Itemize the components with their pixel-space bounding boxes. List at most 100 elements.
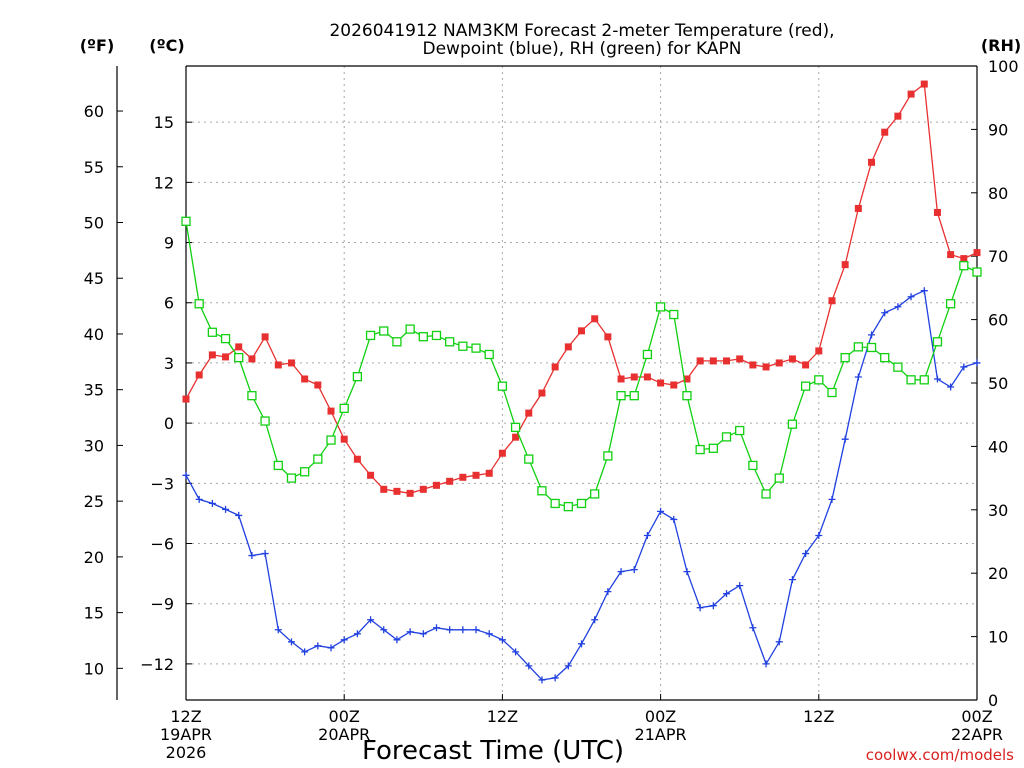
data-point (960, 363, 968, 371)
series-rh (181, 216, 982, 512)
data-point (498, 636, 506, 644)
data-point (828, 495, 836, 503)
fahrenheit-tick-label: 60 (84, 102, 104, 121)
fahrenheit-tick-label: 10 (84, 659, 104, 678)
data-point (893, 362, 903, 372)
data-point (696, 357, 704, 365)
data-point (380, 626, 388, 634)
data-point (380, 485, 388, 493)
data-point (182, 471, 190, 479)
data-point (313, 454, 323, 464)
fahrenheit-tick-label: 35 (84, 381, 104, 400)
data-point (379, 326, 389, 336)
data-point (920, 287, 928, 295)
data-point (393, 636, 401, 644)
data-point (670, 381, 678, 389)
x-tick-label: 00Z (961, 707, 992, 726)
data-point (274, 361, 282, 369)
data-point (657, 507, 665, 515)
data-point (248, 552, 256, 560)
fahrenheit-unit-label: (ºF) (80, 36, 115, 55)
data-point (512, 648, 520, 656)
x-tick-label: 2026 (166, 743, 207, 762)
data-point (419, 630, 427, 638)
data-point (815, 347, 823, 355)
data-point (947, 383, 955, 391)
data-point (959, 261, 969, 271)
data-point (301, 375, 309, 383)
data-point (393, 487, 401, 495)
data-point (762, 363, 770, 371)
data-series (181, 80, 982, 684)
data-point (683, 375, 691, 383)
data-point (853, 342, 863, 352)
data-point (353, 630, 361, 638)
data-point (748, 460, 758, 471)
data-point (208, 499, 216, 507)
data-point (749, 361, 757, 369)
x-tick-label: 12Z (487, 707, 518, 726)
data-point (920, 80, 928, 88)
data-point (762, 660, 770, 668)
data-point (630, 566, 638, 574)
fahrenheit-tick-label: 25 (84, 492, 104, 511)
data-point (472, 471, 480, 479)
data-point (327, 644, 335, 652)
celsius-tick-label: −6 (150, 535, 174, 554)
data-point (551, 674, 559, 682)
data-point (406, 489, 414, 497)
data-point (657, 379, 665, 387)
rh-tick-label: 20 (988, 564, 1008, 583)
data-point (327, 407, 335, 415)
data-point (945, 299, 956, 309)
data-point (484, 349, 494, 360)
data-point (788, 355, 796, 363)
data-point (352, 372, 363, 382)
data-point (248, 355, 256, 363)
data-point (340, 636, 348, 644)
data-point (669, 309, 679, 320)
data-point (235, 343, 243, 351)
data-point (604, 588, 612, 596)
data-point (880, 352, 890, 363)
data-point (208, 351, 216, 359)
data-point (299, 467, 310, 477)
rh-tick-label: 10 (988, 628, 1008, 647)
data-point (194, 299, 204, 309)
data-point (919, 375, 929, 385)
x-tick-label: 00Z (329, 707, 360, 726)
x-tick-label: 22APR (951, 725, 1003, 744)
data-point (432, 624, 440, 632)
fahrenheit-tick-label: 30 (84, 436, 104, 455)
data-point (721, 432, 732, 442)
celsius-tick-label: 15 (154, 113, 174, 132)
series-2-meter-temperature (182, 80, 981, 497)
data-point (273, 460, 283, 471)
data-point (512, 433, 520, 441)
fahrenheit-tick-label: 20 (84, 548, 104, 567)
data-point (458, 341, 468, 351)
series-line (185, 221, 978, 508)
data-point (643, 373, 651, 381)
x-tick-label: 12Z (803, 707, 834, 726)
data-point (973, 249, 981, 257)
credit-text: coolwx.com/models (866, 746, 1014, 764)
data-point (907, 293, 915, 301)
data-point (406, 628, 414, 636)
data-point (286, 473, 297, 483)
data-point (787, 419, 798, 429)
data-point (802, 550, 810, 558)
data-point (736, 582, 744, 590)
data-point (655, 302, 666, 312)
x-tick-label: 19APR (160, 725, 212, 744)
data-point (709, 602, 717, 610)
data-point (972, 267, 982, 277)
celsius-tick-label: 12 (154, 173, 174, 192)
x-tick-label: 21APR (635, 725, 687, 744)
data-point (683, 568, 691, 576)
data-point (774, 473, 784, 483)
data-point (616, 391, 626, 401)
celsius-tick-label: −9 (150, 595, 174, 614)
data-point (708, 443, 718, 453)
